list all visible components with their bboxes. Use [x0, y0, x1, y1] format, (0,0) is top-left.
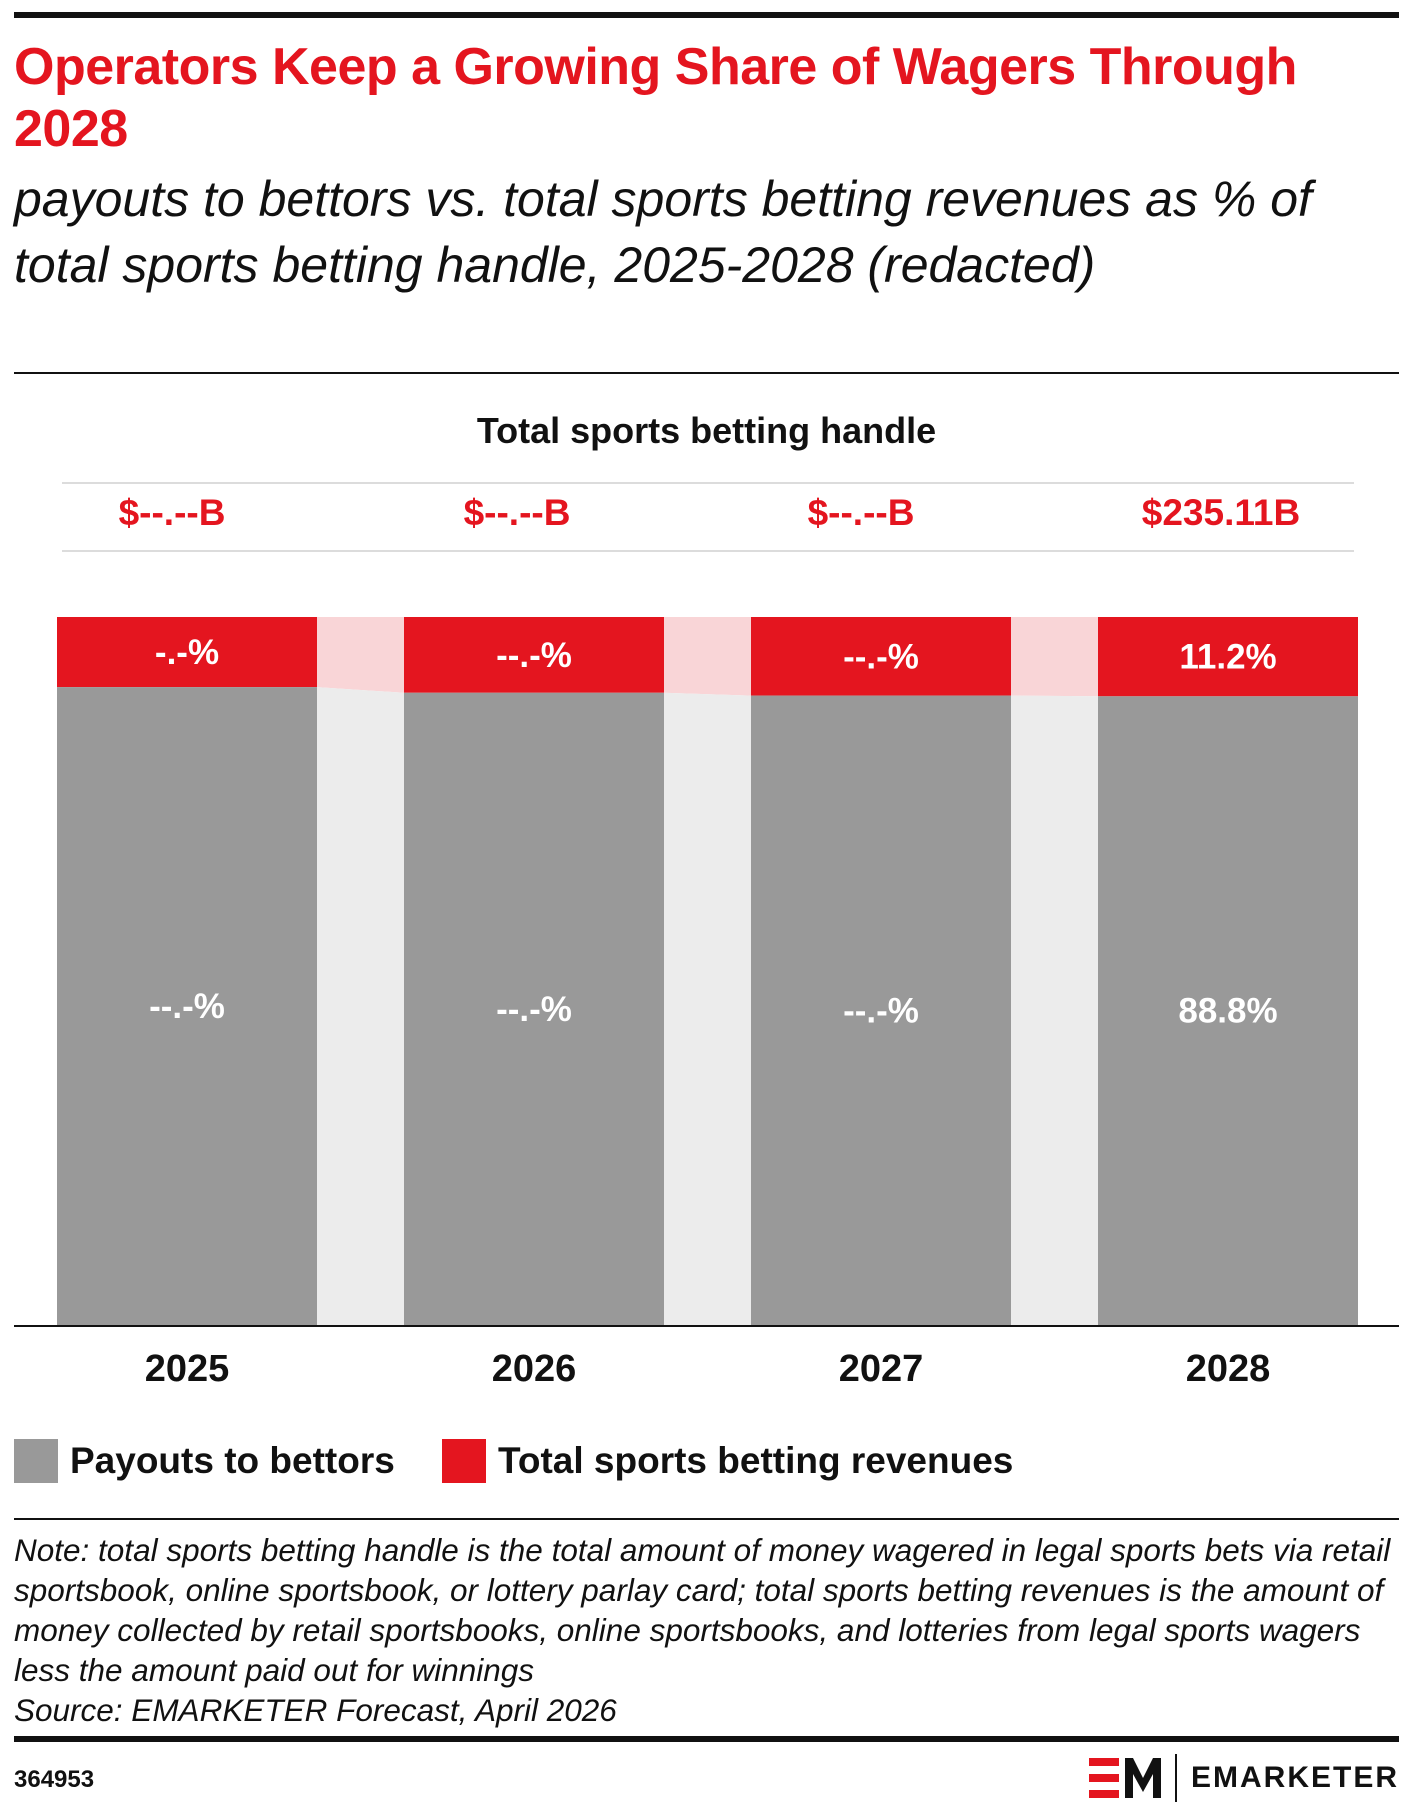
- connector-revenues-2: [1011, 617, 1098, 697]
- note-rule: [14, 1518, 1399, 1520]
- label-payouts-2025: --.-%: [149, 987, 225, 1026]
- x-tick-2027: 2027: [838, 1348, 924, 1390]
- label-revenues-2026: --.-%: [496, 636, 572, 675]
- connector-payouts-0: [317, 687, 404, 1325]
- label-payouts-2027: --.-%: [843, 991, 919, 1030]
- bar-revenues-2028: [1098, 617, 1358, 697]
- connector-revenues-1: [664, 617, 751, 696]
- bar-payouts-2025: [57, 687, 317, 1325]
- handle-top-line: [62, 482, 1354, 484]
- label-revenues-2027: --.-%: [843, 637, 919, 676]
- note-text: Note: total sports betting handle is the…: [14, 1532, 1391, 1688]
- handle-value-2028: $235.11B: [1141, 492, 1301, 533]
- legend-payouts: Payouts to bettors: [14, 1438, 395, 1484]
- connector-payouts-1: [664, 692, 751, 1325]
- source-text: Source: EMARKETER Forecast, April 2026: [14, 1692, 617, 1728]
- chart-subtitle: payouts to bettors vs. total sports bett…: [14, 171, 1312, 293]
- top-rule: [14, 12, 1399, 18]
- legend-label-payouts: Payouts to bettors: [70, 1440, 395, 1481]
- handle-value-2026: $--.--B: [463, 492, 571, 533]
- x-tick-2026: 2026: [491, 1348, 577, 1390]
- footer-rule: [14, 1736, 1399, 1742]
- brand-name: EMARKETER: [1190, 1761, 1399, 1794]
- x-tick-2025: 2025: [144, 1348, 230, 1390]
- bar-payouts-2026: [404, 692, 664, 1325]
- label-payouts-2028: 88.8%: [1178, 992, 1277, 1031]
- bar-payouts-2027: [751, 695, 1011, 1325]
- bar-revenues-2025: [57, 617, 317, 688]
- label-revenues-2028: 11.2%: [1179, 638, 1276, 677]
- handle-heading: Total sports betting handle: [476, 410, 937, 451]
- legend-swatch-red: [442, 1439, 486, 1483]
- handle-value-2027: $--.--B: [807, 492, 915, 533]
- stacked-bar-chart: -.-% --.-% --.-% --.-% --.-% --.-% 11.2% 88.8%: [14, 617, 1399, 1327]
- bar-payouts-2028: [1098, 696, 1358, 1325]
- legend-swatch-gray: [14, 1439, 58, 1483]
- chart-title: Operators Keep a Growing Share of Wagers…: [14, 38, 1297, 158]
- connector-revenues-0: [317, 617, 404, 693]
- connector-payouts-2: [1011, 695, 1098, 1325]
- note-block: Note: total sports betting handle is the…: [14, 1530, 1399, 1730]
- label-payouts-2026: --.-%: [496, 990, 572, 1029]
- legend-revenues: Total sports betting revenues: [442, 1438, 1013, 1484]
- emarketer-logo: EMARKETER: [1088, 1754, 1399, 1802]
- bar-revenues-2026: [404, 617, 664, 693]
- em-logo-icon: [1088, 1758, 1161, 1798]
- legend-label-revenues: Total sports betting revenues: [498, 1440, 1014, 1481]
- x-tick-2028: 2028: [1185, 1348, 1271, 1390]
- chart-id: 364953: [14, 1766, 95, 1793]
- logo-divider: [1174, 1754, 1177, 1802]
- bar-revenues-2027: [751, 617, 1011, 696]
- handle-value-2025: $--.--B: [118, 492, 226, 533]
- handle-bottom-line: [62, 550, 1354, 552]
- header-rule: [14, 372, 1399, 374]
- label-revenues-2025: -.-%: [155, 633, 219, 672]
